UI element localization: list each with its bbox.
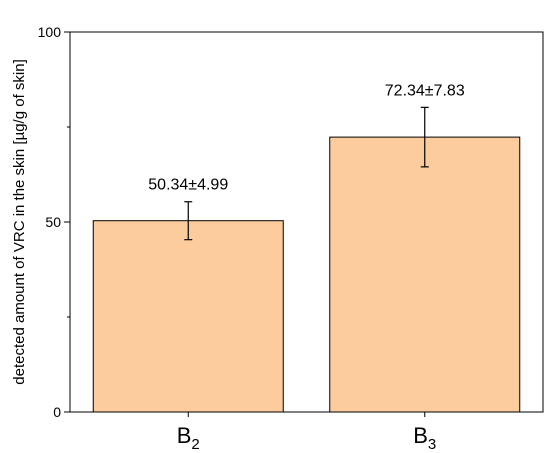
x-category-label-2: B3 [413,423,436,453]
data-label-2: 72.34±7.83 [385,82,465,99]
category-base-text: B [177,423,192,448]
y-axis-title: detected amount of VRC in the skin [µg/g… [11,59,28,384]
plot-frame [69,31,544,413]
data-label-1: 50.34±4.99 [148,177,228,194]
category-subscript-text: 2 [191,436,199,453]
bar-1 [92,220,284,413]
y-tick-label: 0 [53,404,61,420]
y-tick-label: 50 [45,214,61,230]
category-subscript-text: 3 [428,436,436,453]
category-base-text: B [413,423,428,448]
x-category-label-1: B2 [177,423,200,453]
y-tick-label: 100 [38,24,62,40]
bar-2 [329,136,521,413]
